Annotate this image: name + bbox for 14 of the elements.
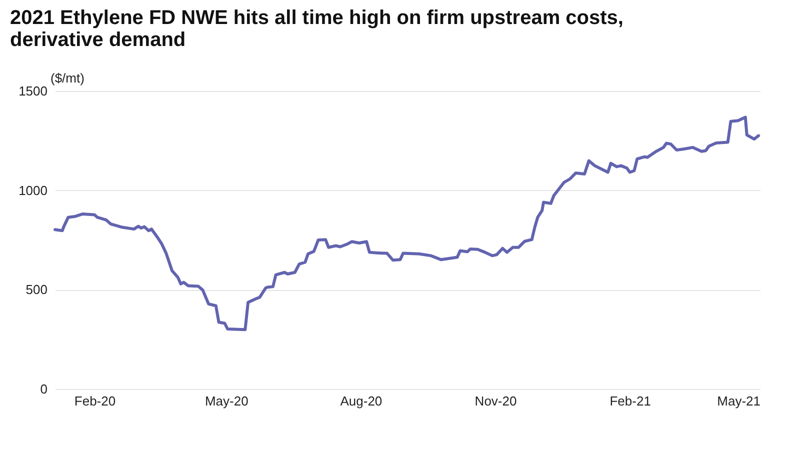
- line-series: [54, 116, 760, 332]
- x-tick-label: Feb-20: [74, 394, 116, 408]
- y-axis-title: ($/mt): [50, 70, 84, 86]
- x-tick-label: May-20: [204, 394, 248, 408]
- x-tick-label: Nov-20: [474, 394, 517, 408]
- x-tick-label: May-21: [717, 394, 760, 408]
- y-tick-label: 0: [40, 382, 48, 396]
- y-tick-label: 500: [26, 282, 48, 298]
- y-tick-label: 1500: [18, 84, 48, 98]
- x-tick-label: Feb-21: [610, 394, 651, 408]
- text: derivative demand: [10, 29, 186, 51]
- y-tick-label: 1000: [18, 182, 48, 198]
- x-tick-label: Aug-20: [340, 394, 382, 408]
- text: 2021 Ethylene FD NWE hits all time high on firm upstream costs,: [10, 7, 624, 29]
